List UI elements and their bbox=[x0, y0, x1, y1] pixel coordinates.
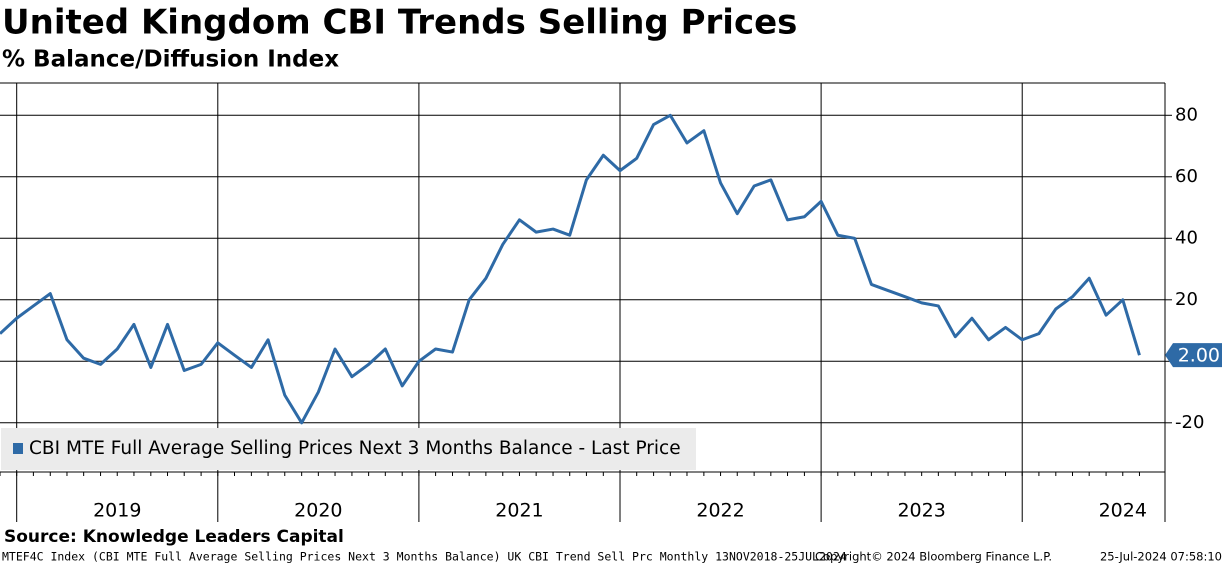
legend-label: CBI MTE Full Average Selling Prices Next… bbox=[29, 438, 681, 459]
footer: Copyright© 2024 Bloomberg Finance L.P. bbox=[815, 550, 1052, 564]
source: Source: Knowledge Leaders Capital bbox=[4, 527, 344, 547]
footer: MTEF4C Index (CBI MTE Full Average Selli… bbox=[2, 550, 847, 564]
last-value-label: 2.00 bbox=[1178, 345, 1220, 367]
legend-box bbox=[1, 428, 696, 470]
y-tick-label: -20 bbox=[1175, 412, 1204, 433]
x-tick-label: 2019 bbox=[93, 500, 141, 522]
y-tick-label: 60 bbox=[1175, 166, 1198, 187]
y-tick-label: 20 bbox=[1175, 289, 1198, 310]
chart-subtitle: % Balance/Diffusion Index bbox=[2, 47, 339, 73]
x-tick-label: 2023 bbox=[897, 500, 945, 522]
last-value-box bbox=[1165, 343, 1222, 368]
y-tick-label: 80 bbox=[1175, 104, 1198, 125]
legend-swatch bbox=[13, 443, 23, 454]
footer: 25-Jul-2024 07:58:10 bbox=[1100, 550, 1222, 564]
chart-title: United Kingdom CBI Trends Selling Prices bbox=[2, 3, 797, 43]
x-tick-label: 2020 bbox=[294, 500, 342, 522]
x-tick-label: 2021 bbox=[495, 500, 543, 522]
line bbox=[0, 113, 1141, 425]
x-tick-label: 2022 bbox=[696, 500, 744, 522]
y-tick-label: 40 bbox=[1175, 227, 1198, 248]
x-tick-label: 2024 bbox=[1099, 500, 1147, 522]
